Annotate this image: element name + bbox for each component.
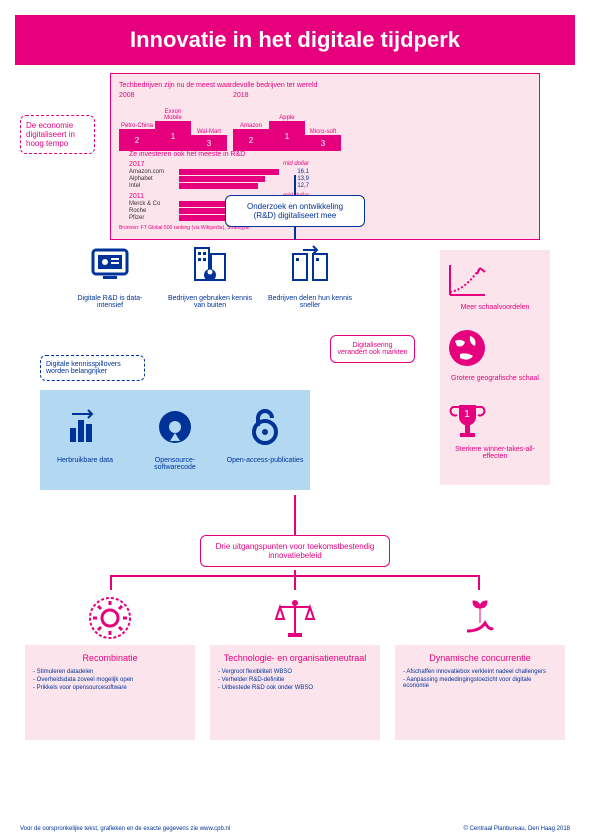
three-aspects: Digitale R&D is data-intensief Bedrijven… [60,240,360,309]
scale-icon [445,260,545,300]
icon-label: Bedrijven delen hun kennis sneller [265,295,355,309]
panel-heading-left: Techbedrijven zijn nu de meest waardevol… [119,82,349,89]
list-item: - Afschaffen innovatiebox verkleint nade… [403,669,557,675]
list-item: - Vergroot flexibiliteit WBSO [218,669,372,675]
icon-label: Bedrijven gebruiken kennis van buiten [165,295,255,309]
podium-year: 2008 [119,92,227,99]
list-item: - Overheidsdata zoveel mogelijk open [33,677,187,683]
bottom-title: Dynamische concurrentie [403,653,557,663]
monitor-icon [85,240,135,290]
market-effects-panel: Meer schaalvoordelen Grotere geografisch… [440,250,550,485]
rd-unit: mld dollar [283,161,309,167]
globe-icon [445,326,545,371]
svg-text:1: 1 [464,409,470,420]
markets-box: Digitalisering verandert ook markten [330,335,415,363]
spillover-box: Digitale kennisspillovers worden belangr… [40,355,145,381]
data-icon [60,402,110,452]
rd-year: 2011 [129,193,144,200]
rd-row: Intel12,7 [129,183,309,189]
icon-label: Digitale R&D is data-intensief [65,295,155,309]
footer-right: © Centraal Planbureau, Den Haag 2018 [464,826,571,832]
building-icon [185,240,235,290]
spillover-panel: Herbruikbare data Opensource-softwarecod… [40,390,310,490]
podium-label: Petro-China [119,123,155,129]
gear-icon [25,590,195,645]
list-item: - Verhelder R&D-definitie [218,677,372,683]
trophy-icon: 1 [445,397,545,442]
panel-heading-right: Ze investeren ook het meeste in R&D [129,151,309,158]
podium-year: 2018 [233,92,341,99]
rd-row: Alphabet13,9 [129,176,309,182]
podium-label: Micro-soft [305,129,341,135]
list-item: - Uitbestede R&D ook onder WBSO [218,685,372,691]
share-icon [285,240,335,290]
pink-label: Sterkere winner-takes-all-effecten [445,446,545,460]
rd-digitalization-box: Onderzoek en ontwikkeling (R&D) digitali… [225,195,365,227]
icon-label: Opensource-softwarecode [135,457,215,471]
openaccess-icon [240,402,290,452]
footer-left: Voor de oorspronkelijke tekst, grafieken… [20,826,230,832]
rd-year: 2017 [129,161,145,168]
policy-principles: Recombinatie - Stimuleren datadelen - Ove… [25,590,565,740]
bottom-title: Technologie- en organisatieneutraal [218,653,372,663]
rd-row: Amazon.com16,1 [129,169,309,175]
list-item: - Aanpassing mededingingstoezicht voor d… [403,677,557,689]
page-title: Innovatie in het digitale tijdperk [15,15,575,65]
icon-label: Herbruikbare data [45,457,125,464]
opensource-icon [150,402,200,452]
growth-icon [395,590,565,645]
list-item: - Prikkels voor opensourcesoftware [33,685,187,691]
list-item: - Stimuleren datadelen [33,669,187,675]
podium-label: Exxon Mobile [155,109,191,121]
policy-box: Drie uitgangspunten voor toekomstbestend… [200,535,390,567]
pink-label: Meer schaalvoordelen [445,304,545,311]
icon-label: Open-access-publicaties [225,457,305,464]
scales-icon [210,590,380,645]
intro-box: De economie digitaliseert in hoog tempo [20,115,95,154]
bottom-title: Recombinatie [33,653,187,663]
pink-label: Grotere geografische schaal [445,375,545,382]
